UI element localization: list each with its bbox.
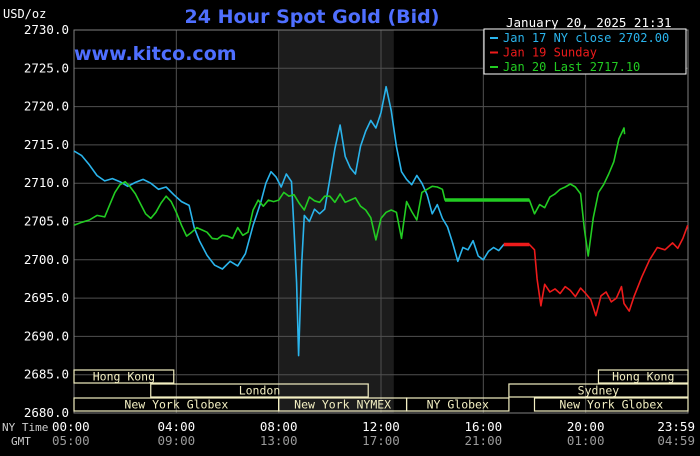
- x-tick-label-ny: 16:00: [465, 419, 503, 434]
- plot-frame: [73, 29, 689, 414]
- y-axis-tick-labels: 2680.0 2685.0 2690.0 2695.0 2700.0 2705.0 2710…: [24, 22, 69, 420]
- y-tick-label: 2720.0: [24, 99, 69, 114]
- y-tick-label: 2685.0: [24, 367, 69, 382]
- x-tick-label-ny: 04:00: [158, 419, 196, 434]
- session-label: Hong Kong: [93, 370, 155, 384]
- session-bar: [508, 383, 689, 398]
- legend-entry: Jan 19 Sunday: [503, 46, 597, 60]
- y-tick-label: 2690.0: [24, 328, 69, 343]
- y-tick-label: 2695.0: [24, 290, 69, 305]
- x-row-label-ny: NY Time: [2, 421, 48, 434]
- legend-entry: Jan 20 Last 2717.10: [503, 60, 640, 74]
- session-bar: [405, 397, 510, 412]
- session-label: Sydney: [578, 384, 620, 398]
- x-tick-label-ny: 08:00: [260, 419, 298, 434]
- session-label: New York NYMEX: [294, 398, 391, 412]
- x-tick-label-ny: 12:00: [362, 419, 400, 434]
- x-tick-label-gmt: 04:59: [657, 433, 695, 448]
- session-bar: [150, 383, 369, 398]
- series-line-jan17: [73, 85, 517, 357]
- y-tick-label: 2705.0: [24, 214, 69, 229]
- y-axis-unit-label: USD/oz: [3, 7, 46, 21]
- series-layer: [73, 85, 689, 357]
- session-bar: [597, 369, 689, 384]
- x-row-label-gmt: GMT: [11, 435, 31, 448]
- session-label: New York Globex: [124, 398, 228, 412]
- y-tick-label: 2680.0: [24, 405, 69, 420]
- timestamp: January 20, 2025 21:31: [506, 15, 672, 30]
- watermark-text: www.kitco.com: [74, 43, 237, 65]
- x-axis-tick-labels: 00:00 04:00 08:00 12:00 16:00 20:00 23:59 05:00…: [52, 419, 695, 448]
- x-tick-label-gmt: 17:00: [362, 433, 400, 448]
- session-bar: [533, 397, 689, 412]
- x-tick-label-gmt: 13:00: [260, 433, 298, 448]
- session-label: Hong Kong: [612, 370, 674, 384]
- session-bar: [73, 369, 175, 384]
- x-tick-label-gmt: 05:00: [52, 433, 90, 448]
- y-tick-label: 2715.0: [24, 137, 69, 152]
- series-line-jan19: [503, 225, 689, 317]
- session-label: New York Globex: [559, 398, 663, 412]
- legend-box: [483, 28, 687, 75]
- y-tick-label: 2730.0: [24, 22, 69, 37]
- x-tick-label-ny: 20:00: [567, 419, 605, 434]
- x-tick-label-gmt: 01:00: [567, 433, 605, 448]
- x-tick-label-ny: 23:59: [657, 419, 695, 434]
- y-tick-label: 2725.0: [24, 60, 69, 75]
- x-tick-label-gmt: 21:00: [465, 433, 503, 448]
- series-line-jan20: [73, 127, 626, 257]
- y-tick-label: 2700.0: [24, 252, 69, 267]
- x-tick-label-ny: 00:00: [52, 419, 90, 434]
- x-tick-label-gmt: 09:00: [158, 433, 196, 448]
- session-label: London: [239, 384, 281, 398]
- session-label: NY Globex: [427, 398, 489, 412]
- legend-entry: Jan 17 NY close 2702.00: [503, 31, 669, 45]
- y-tick-label: 2710.0: [24, 175, 69, 190]
- chart-title: 24 Hour Spot Gold (Bid): [185, 6, 440, 28]
